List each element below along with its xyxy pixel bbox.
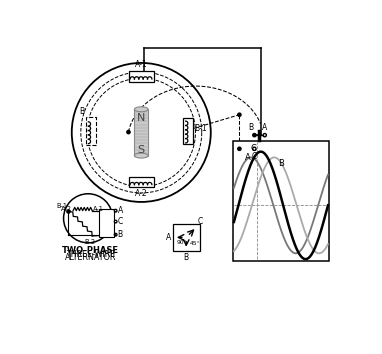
Text: A: A — [118, 206, 123, 215]
Circle shape — [67, 210, 70, 213]
Text: C: C — [251, 144, 257, 153]
Circle shape — [238, 147, 241, 150]
Text: B: B — [278, 159, 284, 168]
Text: A-2: A-2 — [135, 189, 147, 198]
Ellipse shape — [134, 107, 148, 112]
Circle shape — [238, 113, 241, 116]
Text: A-1: A-1 — [93, 206, 104, 212]
Bar — [99, 209, 114, 238]
Bar — [129, 72, 154, 82]
Circle shape — [127, 130, 130, 134]
Bar — [183, 118, 193, 144]
Bar — [173, 224, 200, 251]
Text: C: C — [198, 217, 203, 226]
Text: A: A — [245, 153, 251, 162]
Text: B: B — [249, 123, 254, 132]
Bar — [134, 109, 148, 156]
Ellipse shape — [134, 153, 148, 158]
Circle shape — [253, 133, 256, 137]
Text: THREE-WIRE: THREE-WIRE — [66, 250, 115, 259]
Text: ALTERNATOR: ALTERNATOR — [65, 253, 117, 262]
Text: A-2: A-2 — [61, 206, 72, 212]
Text: C: C — [118, 217, 123, 226]
Text: B: B — [79, 107, 84, 116]
Text: 45°: 45° — [190, 241, 201, 246]
Text: B: B — [184, 253, 189, 262]
Bar — [233, 141, 329, 261]
Text: A: A — [262, 123, 267, 132]
Text: B-2: B-2 — [84, 239, 95, 245]
Text: A: A — [166, 233, 171, 242]
Text: S: S — [138, 145, 145, 155]
Bar — [129, 177, 154, 187]
Text: C: C — [252, 152, 257, 161]
Text: B: B — [118, 230, 123, 239]
Text: N: N — [137, 113, 146, 123]
Text: B-1: B-1 — [195, 124, 207, 133]
Text: 90°: 90° — [176, 240, 187, 245]
Bar — [86, 118, 96, 145]
Text: B-1: B-1 — [56, 203, 67, 209]
Text: TWO-PHASE: TWO-PHASE — [62, 246, 119, 255]
Text: A-1: A-1 — [135, 59, 147, 69]
